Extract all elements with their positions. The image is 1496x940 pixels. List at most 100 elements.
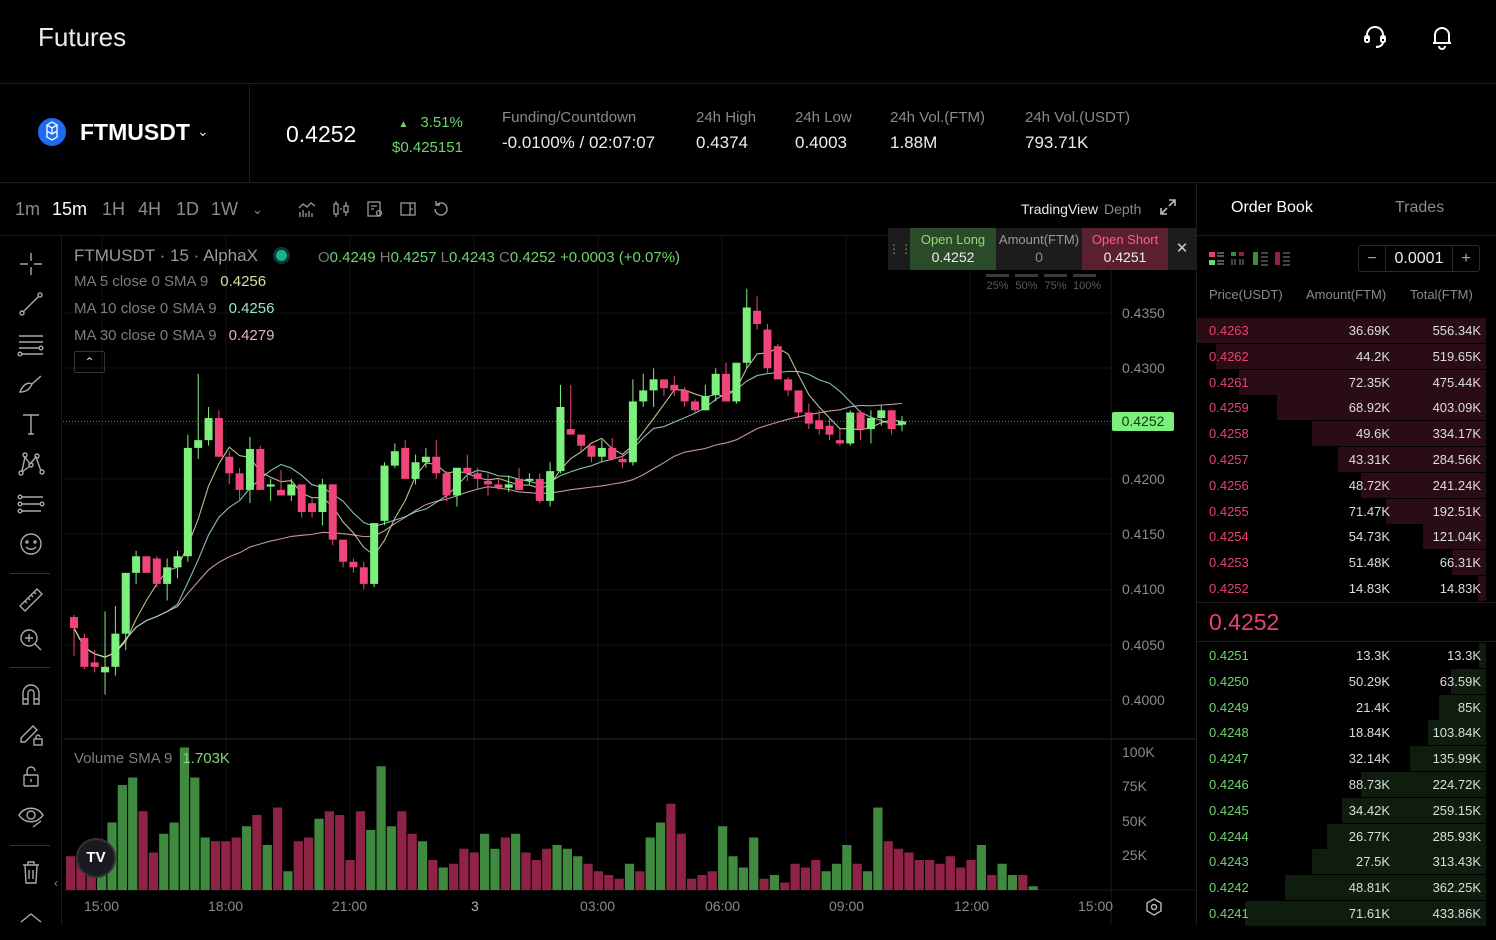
ask-row[interactable]: 0.4255 71.47K 192.51K	[1197, 498, 1496, 524]
timeframe-1w[interactable]: 1W	[211, 199, 238, 219]
scroll-left-chevron-icon[interactable]: ‹	[54, 876, 58, 890]
trash-delete-icon[interactable]	[15, 856, 47, 888]
ma10-legend[interactable]: MA 10 close 0 SMA 9 0.4256	[74, 300, 274, 317]
tab-order-book[interactable]: Order Book	[1231, 199, 1313, 216]
more-tools-icon[interactable]	[15, 908, 47, 940]
crosshair-icon[interactable]	[15, 248, 47, 280]
amount-input[interactable]: Amount(FTM) 0	[996, 228, 1082, 270]
ask-row[interactable]: 0.4262 44.2K 519.65K	[1197, 343, 1496, 369]
ask-row[interactable]: 0.4256 48.72K 241.24K	[1197, 472, 1496, 498]
bid-row[interactable]: 0.4241 71.61K 433.86K	[1197, 901, 1496, 926]
price-chart[interactable]	[63, 236, 1196, 925]
timeframe-4h[interactable]: 4H	[138, 199, 162, 219]
timeframe-1m[interactable]: 1m	[15, 199, 41, 219]
ask-row[interactable]: 0.4263 36.69K 556.34K	[1197, 318, 1496, 343]
depth-bar	[1451, 668, 1486, 694]
expand-collapse-icon[interactable]	[1158, 197, 1178, 217]
percent-75-button[interactable]: 75%	[1044, 274, 1067, 292]
collapse-legend-chevron-up-icon[interactable]: ⌃	[74, 351, 105, 373]
ruler-measure-icon[interactable]	[15, 584, 47, 616]
open-short-button[interactable]: Open Short 0.4251	[1082, 228, 1168, 270]
view-tradingview-tab[interactable]: TradingView	[1021, 201, 1099, 217]
visibility-eye-icon[interactable]	[15, 800, 47, 832]
indicators-icon[interactable]	[297, 199, 317, 219]
reset-refresh-icon[interactable]	[431, 199, 451, 219]
unlock-icon[interactable]	[15, 760, 47, 792]
close-icon[interactable]: ✕	[1175, 240, 1189, 257]
chevron-down-icon[interactable]: ⌄	[197, 123, 209, 139]
magnet-icon[interactable]	[15, 678, 47, 710]
zoom-in-icon[interactable]	[15, 624, 47, 656]
ask-row[interactable]: 0.4254 54.73K 121.04K	[1197, 524, 1496, 550]
depth-bar	[1312, 421, 1486, 447]
increase-tick-button[interactable]: +	[1461, 249, 1471, 267]
symbol-selector[interactable]: FTMUSDT ⌄	[0, 85, 250, 183]
ask-row[interactable]: 0.4259 68.92K 403.09K	[1197, 395, 1496, 421]
template-icon[interactable]	[365, 199, 385, 219]
order-price: 0.4261	[1209, 374, 1249, 390]
ask-row[interactable]: 0.4253 51.48K 66.31K	[1197, 550, 1496, 576]
mid-price: 0.4252	[1209, 609, 1280, 635]
tick-size-stepper[interactable]: − 0.0001 +	[1358, 245, 1480, 272]
percent-100-button[interactable]: 100%	[1073, 274, 1101, 292]
tick-size-value[interactable]: 0.0001	[1385, 246, 1453, 271]
ma30-legend[interactable]: MA 30 close 0 SMA 9 0.4279	[74, 327, 274, 344]
stat-label: 24h High	[696, 109, 757, 126]
percent-50-button[interactable]: 50%	[1015, 274, 1038, 292]
notification-bell-icon[interactable]	[1427, 22, 1457, 52]
view-split-icon[interactable]	[1231, 251, 1247, 267]
order-total: 362.25K	[1432, 880, 1481, 896]
bid-row[interactable]: 0.4242 48.81K 362.25K	[1197, 875, 1496, 901]
candlestick-chart-canvas[interactable]	[63, 236, 1196, 925]
decrease-tick-button[interactable]: −	[1367, 249, 1377, 267]
bid-row[interactable]: 0.4250 50.29K 63.59K	[1197, 668, 1496, 694]
trend-line-icon[interactable]	[15, 288, 47, 320]
timeframe-15m[interactable]: 15m	[52, 199, 88, 219]
timeframe-1d[interactable]: 1D	[176, 199, 200, 219]
view-depth-tab[interactable]: Depth	[1104, 201, 1142, 217]
percent-25-button[interactable]: 25%	[986, 274, 1009, 292]
timeframe-1h[interactable]: 1H	[102, 199, 126, 219]
ask-row[interactable]: 0.4261 72.35K 475.44K	[1197, 369, 1496, 395]
bid-row[interactable]: 0.4245 34.42K 259.15K	[1197, 797, 1496, 823]
tradingview-logo-icon[interactable]: TV	[76, 838, 116, 878]
bid-row[interactable]: 0.4246 88.73K 224.72K	[1197, 772, 1496, 797]
bid-row[interactable]: 0.4243 27.5K 313.43K	[1197, 849, 1496, 875]
depth-bar	[1342, 797, 1486, 823]
candle-type-icon[interactable]	[331, 199, 351, 219]
ask-row[interactable]: 0.4258 49.6K 334.17K	[1197, 421, 1496, 447]
chart-settings-icon[interactable]	[1144, 897, 1164, 917]
depth-bar	[1285, 875, 1486, 901]
bid-row[interactable]: 0.4249 21.4K 85K	[1197, 694, 1496, 720]
drag-handle-icon[interactable]: ⋮⋮	[888, 242, 912, 256]
support-headset-icon[interactable]	[1360, 22, 1390, 52]
brush-icon[interactable]	[15, 368, 47, 400]
bid-row[interactable]: 0.4251 13.3K 13.3K	[1197, 643, 1496, 668]
view-both-sides-icon[interactable]	[1209, 251, 1225, 267]
order-price: 0.4247	[1209, 751, 1249, 767]
bid-row[interactable]: 0.4244 26.77K 285.93K	[1197, 823, 1496, 849]
lock-drawings-icon[interactable]	[15, 718, 47, 750]
ask-row[interactable]: 0.4252 14.83K 14.83K	[1197, 576, 1496, 601]
view-bids-only-icon[interactable]	[1253, 251, 1269, 267]
fullscreen-panel-icon[interactable]	[398, 199, 418, 219]
fib-tool-icon[interactable]	[15, 488, 47, 520]
bid-row[interactable]: 0.4248 18.84K 103.84K	[1197, 720, 1496, 746]
order-amount: 72.35K	[1348, 374, 1390, 390]
stat-value: 0.4003	[795, 133, 847, 152]
bid-row[interactable]: 0.4247 32.14K 135.99K	[1197, 746, 1496, 772]
volume-label: Volume SMA 9	[74, 750, 173, 767]
emoji-icon[interactable]	[15, 528, 47, 560]
tab-trades[interactable]: Trades	[1395, 199, 1445, 216]
open-long-button[interactable]: Open Long 0.4252	[910, 228, 996, 270]
more-timeframes-chevron-icon[interactable]: ⌄	[252, 202, 263, 217]
text-tool-icon[interactable]	[15, 408, 47, 440]
ma5-legend[interactable]: MA 5 close 0 SMA 9 0.4256	[74, 273, 266, 290]
pattern-tool-icon[interactable]	[15, 448, 47, 480]
ask-row[interactable]: 0.4257 43.31K 284.56K	[1197, 447, 1496, 472]
x-tick: 03:00	[580, 898, 616, 914]
order-price: 0.4254	[1209, 529, 1249, 545]
ohlc-change: +0.0003 (+0.07%)	[559, 249, 681, 266]
horizontal-lines-icon[interactable]	[15, 328, 47, 360]
view-asks-only-icon[interactable]	[1275, 251, 1291, 267]
